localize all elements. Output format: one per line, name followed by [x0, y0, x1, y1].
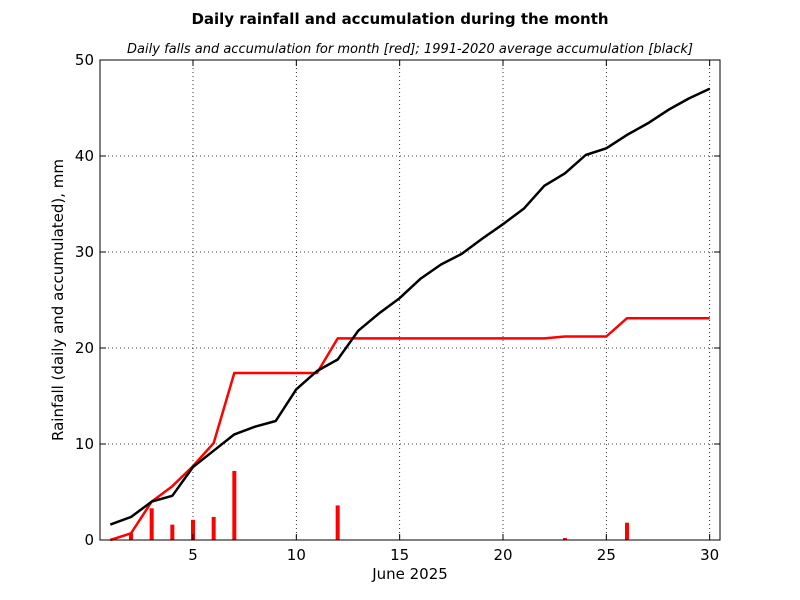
grid: [100, 60, 720, 540]
x-tick-label: 10: [287, 546, 306, 564]
daily-fall-bar: [335, 505, 340, 540]
daily-fall-bar: [211, 516, 216, 540]
y-tick-label: 20: [75, 339, 94, 357]
x-tick-label: 25: [597, 546, 616, 564]
y-tick-label: 0: [84, 531, 94, 549]
x-tick-label: 15: [390, 546, 409, 564]
x-axis-label: June 2025: [371, 565, 448, 583]
daily-falls-bars: [129, 470, 629, 540]
y-axis-label: Rainfall (daily and accumulated), mm: [49, 159, 67, 441]
series-lines: [109, 87, 711, 542]
daily-fall-bar: [232, 470, 237, 540]
daily-fall-bar: [563, 538, 567, 540]
y-tick-label: 40: [75, 147, 94, 165]
plot-frame: [99, 59, 721, 541]
y-tick-label: 50: [75, 51, 94, 69]
accumulation-series-line: [109, 316, 710, 542]
axis-ticks: 5 10 15 20 25 30 0 10 20 30 40 50: [75, 51, 720, 564]
x-tick-label: 30: [700, 546, 719, 564]
daily-fall-bar: [149, 508, 154, 540]
y-tick-label: 10: [75, 435, 94, 453]
chart-title: Daily rainfall and accumulation during t…: [191, 10, 608, 28]
chart-subtitle: Daily falls and accumulation for month […: [127, 42, 693, 57]
daily-fall-bar: [625, 522, 629, 540]
daily-fall-bar: [191, 519, 195, 540]
y-tick-label: 30: [75, 243, 94, 261]
daily-fall-bar: [170, 524, 175, 540]
daily-fall-bar: [129, 533, 133, 540]
x-tick-label: 5: [188, 546, 198, 564]
average-series-line: [109, 87, 711, 526]
x-tick-label: 20: [493, 546, 512, 564]
